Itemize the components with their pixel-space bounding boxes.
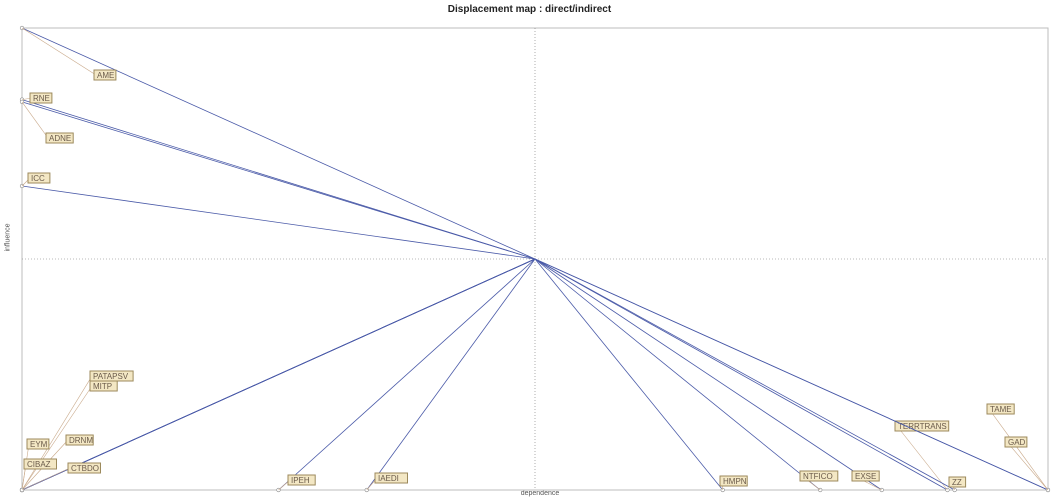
label-box-mitp — [89, 380, 118, 392]
label-box-adne — [45, 132, 74, 144]
label-box-tame — [986, 403, 1015, 415]
label-box-drnm — [65, 434, 94, 446]
label-box-ntfico — [799, 470, 839, 482]
leader-line-terrtrans — [896, 425, 948, 491]
label-box-zz — [948, 476, 967, 488]
point-label-exse: EXSE — [855, 472, 876, 481]
label-box-exse — [851, 470, 880, 482]
chart-title: Displacement map : direct/indirect — [447, 4, 612, 15]
point-label-tame: TAME — [990, 405, 1012, 414]
label-box-rne — [29, 92, 53, 104]
displacement-line-iaedi — [366, 258, 536, 491]
label-box-ipeh — [287, 474, 316, 486]
leader-line-mitp — [21, 385, 93, 491]
point-label-ctbdo: CTBDO — [71, 464, 99, 473]
leader-line-tame — [988, 408, 1049, 491]
displacement-line-ame — [21, 27, 536, 260]
leader-line-adne — [21, 101, 49, 139]
point-label-eym: EYM — [30, 440, 48, 449]
point-label-gad: GAD — [1008, 438, 1026, 447]
point-label-zz: ZZ — [952, 478, 962, 487]
displacement-line-hmpn — [534, 258, 724, 491]
displacement-line-adne — [21, 101, 536, 260]
label-box-hmpn — [719, 475, 748, 487]
label-box-gad — [1004, 436, 1028, 448]
point-label-terrtrans: TERRTRANS — [898, 422, 947, 431]
point-label-iaedi: IAEDI — [378, 474, 399, 483]
displacement-line-exse — [534, 258, 883, 491]
point-label-hmpn: HMPN — [723, 477, 747, 486]
label-box-icc — [27, 172, 51, 184]
point-label-cibaz: CIBAZ — [27, 460, 51, 469]
leader-line-patapsv — [21, 375, 93, 491]
leader-line-gad — [1006, 441, 1049, 491]
point-label-icc: ICC — [31, 174, 45, 183]
displacement-line-ntfico — [534, 258, 821, 491]
label-box-ctbdo — [67, 462, 101, 474]
label-box-eym — [26, 438, 50, 450]
leader-line-ame — [21, 27, 97, 76]
point-label-ntfico: NTFICO — [803, 472, 833, 481]
displacement-line-ctbdo — [21, 258, 536, 491]
point-label-patapsv: PATAPSV — [93, 372, 129, 381]
displacement-line-ipeh — [278, 258, 536, 491]
label-box-terrtrans — [894, 420, 950, 432]
point-label-rne: RNE — [33, 94, 50, 103]
point-label-ipeh: IPEH — [291, 476, 310, 485]
label-box-ame — [93, 69, 117, 81]
label-box-iaedi — [374, 472, 408, 484]
label-box-cibaz — [23, 458, 57, 470]
x-axis-label: dependence — [520, 490, 560, 497]
point-label-mitp: MITP — [93, 382, 112, 391]
displacement-line-terrtrans — [534, 258, 948, 491]
point-label-drnm: DRNM — [69, 436, 93, 445]
displacement-line-zz — [534, 258, 955, 491]
displacement-line-gad — [534, 258, 1049, 491]
leader-line-ctbdo — [21, 467, 71, 491]
point-label-ame: AME — [97, 71, 114, 80]
displacement-line-icc — [21, 185, 536, 260]
point-label-adne: ADNE — [49, 134, 71, 143]
